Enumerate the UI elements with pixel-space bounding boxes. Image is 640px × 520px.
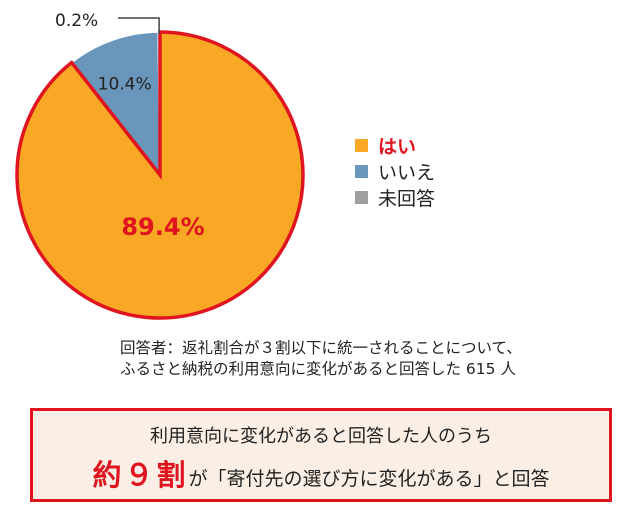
summary-line-1: 利用意向に変化があると回答した人のうち	[150, 426, 492, 447]
note-line-2: ふるさと納税の利用意向に変化があると回答した 615 人	[120, 360, 516, 378]
pie-label-yes: 89.4%	[121, 213, 204, 241]
legend-label-yes: はい	[378, 135, 417, 158]
summary-rest: が「寄付先の選び方に変化がある」と回答	[188, 468, 550, 490]
pie-label-no: 10.4%	[98, 74, 152, 94]
legend-item-yes: はい	[355, 132, 435, 158]
note-line-1: 回答者：返礼割合が３割以下に統一されることについて、	[120, 339, 522, 357]
pie-chart: 89.4% 10.4% 0.2%	[15, 11, 305, 320]
pie-label-no-answer: 0.2%	[55, 11, 98, 31]
legend-label-no-answer: 未回答	[378, 187, 436, 210]
respondent-note: 回答者：返礼割合が３割以下に統一されることについて、 ふるさと納税の利用意向に変…	[120, 338, 630, 380]
legend-swatch-no-answer	[355, 190, 368, 204]
legend-item-no-answer: 未回答	[355, 184, 435, 210]
legend-swatch-no	[355, 164, 368, 178]
summary-box: 利用意向に変化があると回答した人のうち 約９割が「寄付先の選び方に変化がある」と…	[30, 408, 612, 502]
chart-legend: はい いいえ 未回答	[355, 132, 435, 210]
summary-emphasis: 約９割	[92, 458, 189, 492]
pie-slice-no	[70, 31, 161, 178]
legend-swatch-yes	[355, 138, 368, 152]
legend-item-no: いいえ	[355, 158, 435, 184]
legend-label-no: いいえ	[378, 161, 436, 184]
pie-leader-line	[118, 17, 160, 34]
summary-line-2: 約９割が「寄付先の選び方に変化がある」と回答	[33, 452, 609, 494]
pie-slice-yes-highlight	[15, 30, 305, 320]
